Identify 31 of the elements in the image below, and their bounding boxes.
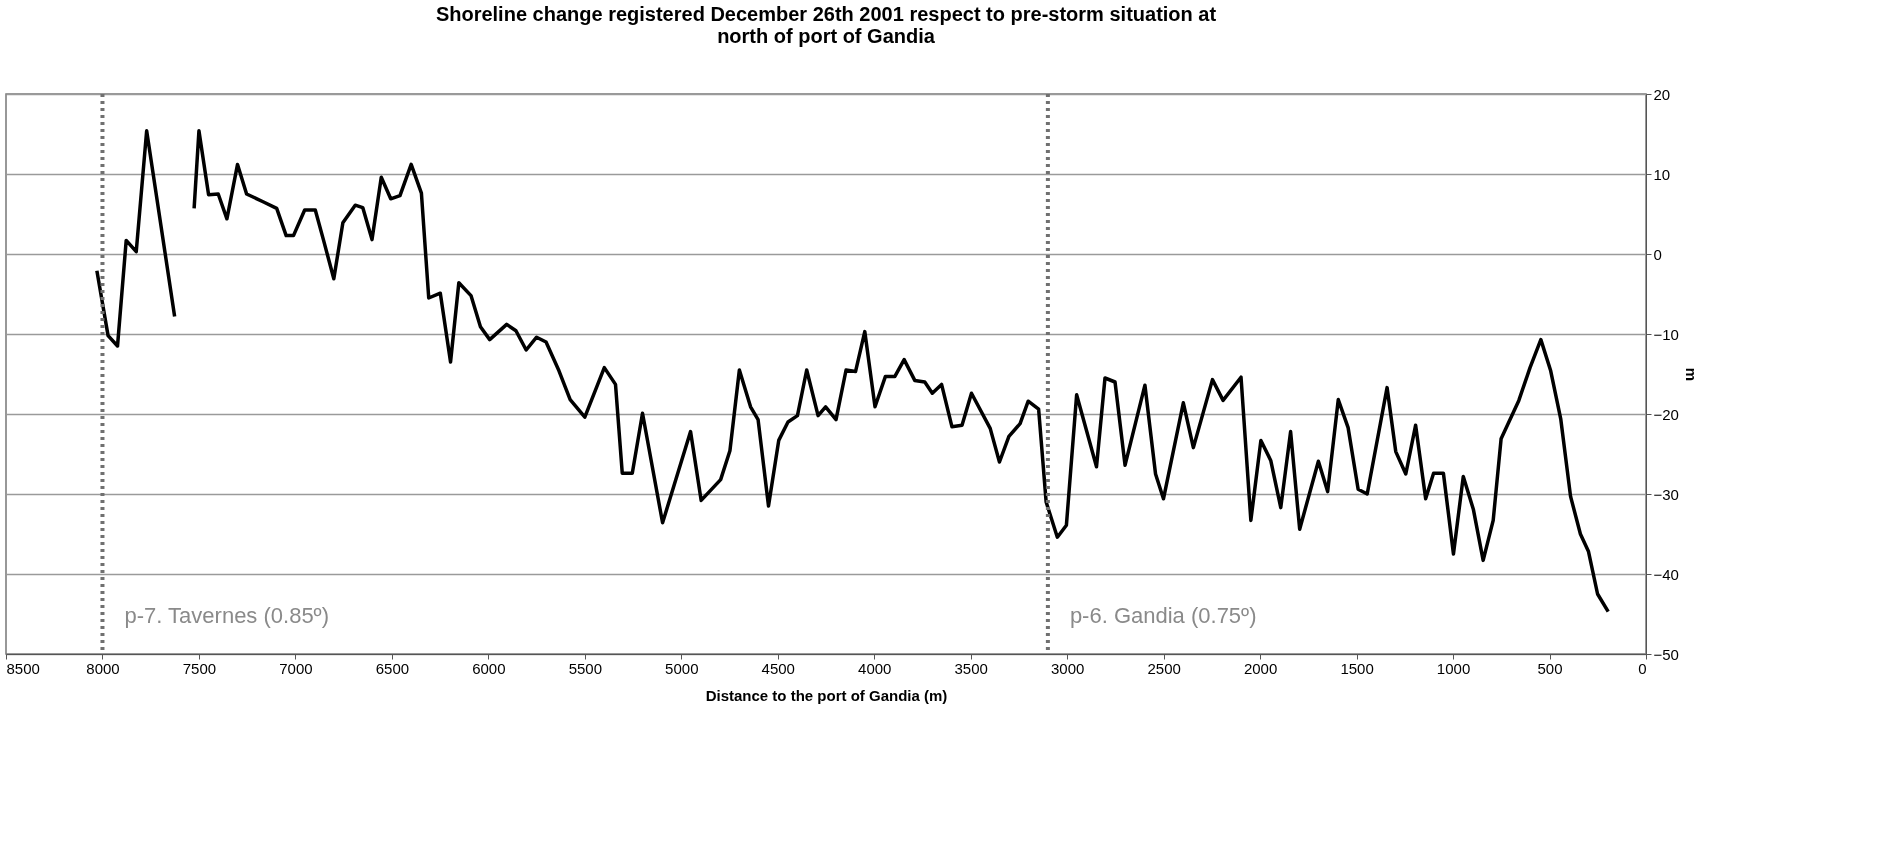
x-tick-label: 6500 bbox=[375, 659, 410, 677]
x-tick-label: 1000 bbox=[1436, 659, 1471, 677]
y-tick-label: 10 bbox=[1653, 165, 1671, 183]
y-tick-label: −10 bbox=[1653, 325, 1679, 343]
ref-line-label: p-7. Tavernes (0.85º) bbox=[124, 603, 329, 628]
x-tick-label: 2000 bbox=[1243, 659, 1278, 677]
x-axis-title: Distance to the port of Gandia (m) bbox=[705, 686, 948, 704]
x-tick-label: 8500 bbox=[6, 659, 40, 677]
x-tick-label: 1500 bbox=[1340, 659, 1374, 677]
y-tick-label: −20 bbox=[1653, 405, 1679, 423]
x-tick-label: 8000 bbox=[86, 659, 120, 677]
x-tick-label: 2500 bbox=[1147, 659, 1181, 677]
x-tick-label: 3500 bbox=[954, 659, 988, 677]
y-tick-label: −50 bbox=[1653, 645, 1679, 663]
x-tick-label: 5000 bbox=[665, 659, 699, 677]
y-axis-title: m bbox=[1682, 367, 1700, 382]
x-tick-label: 500 bbox=[1537, 659, 1563, 677]
x-tick-label: 0 bbox=[1638, 659, 1647, 677]
x-tick-label: 7000 bbox=[279, 659, 313, 677]
x-tick-label: 7500 bbox=[182, 659, 217, 677]
x-tick-label: 6000 bbox=[472, 659, 506, 677]
ref-line-label: p-6. Gandia (0.75º) bbox=[1069, 603, 1257, 628]
x-tick-label: 5500 bbox=[568, 659, 603, 677]
x-tick-label: 3000 bbox=[1050, 659, 1085, 677]
x-tick-label: 4500 bbox=[761, 659, 795, 677]
y-tick-label: 20 bbox=[1653, 85, 1671, 103]
y-tick-label: 0 bbox=[1653, 245, 1662, 263]
chart-title: Shoreline change registered December 26th 2001 respect to pre-storm situation at north of port of Gandia bbox=[435, 3, 1217, 47]
x-tick-label: 4000 bbox=[858, 659, 892, 677]
y-tick-label: −30 bbox=[1653, 485, 1679, 503]
y-tick-label: −40 bbox=[1653, 565, 1679, 583]
